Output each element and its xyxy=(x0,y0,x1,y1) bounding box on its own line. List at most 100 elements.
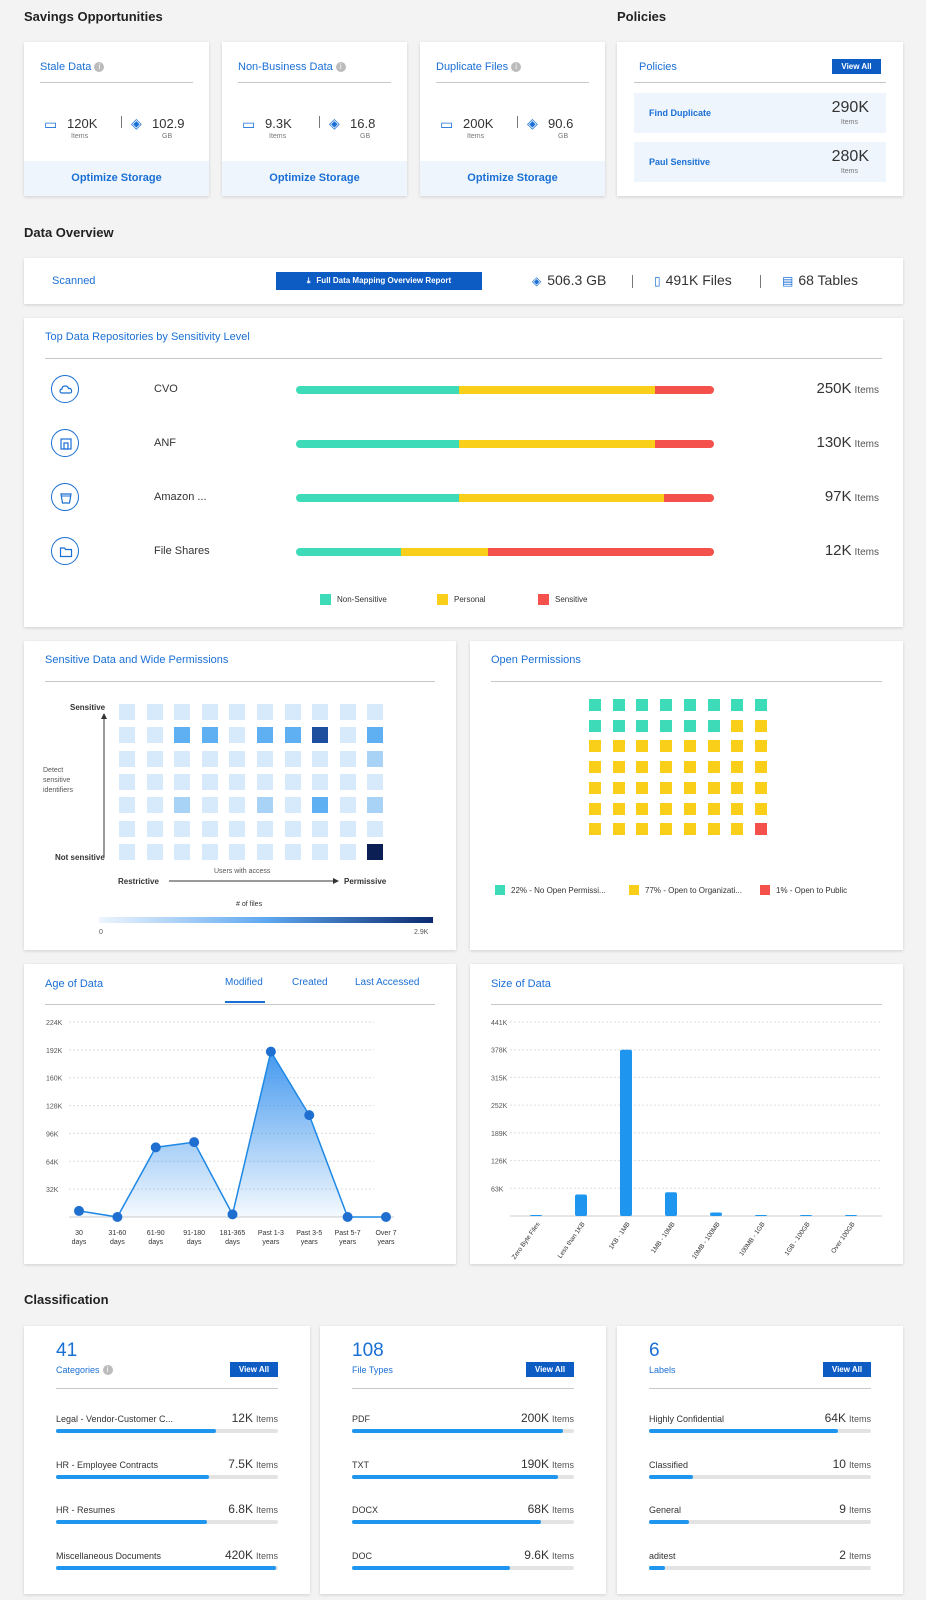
age-point[interactable] xyxy=(381,1212,391,1222)
policy-row[interactable]: Paul Sensitive 280K Items xyxy=(634,142,886,182)
heatmap-cell[interactable] xyxy=(284,704,301,720)
heatmap-cell[interactable] xyxy=(284,797,301,814)
heatmap-cell[interactable] xyxy=(257,820,273,837)
age-point[interactable] xyxy=(304,1110,315,1121)
classification-row[interactable]: Highly Confidential 64K Items xyxy=(649,1411,871,1444)
view-all-button[interactable]: View All xyxy=(230,1362,278,1377)
size-bar[interactable] xyxy=(665,1192,677,1216)
classification-row[interactable]: PDF 200K Items xyxy=(352,1411,574,1444)
heatmap-cell[interactable] xyxy=(119,797,135,814)
age-point[interactable] xyxy=(112,1212,123,1222)
classification-row[interactable]: DOCX 68K Items xyxy=(352,1502,574,1535)
heatmap-cell[interactable] xyxy=(146,750,163,767)
heatmap-cell[interactable] xyxy=(201,704,218,720)
heatmap-cell[interactable] xyxy=(174,797,191,814)
heatmap-cell[interactable] xyxy=(339,727,356,744)
heatmap-cell[interactable] xyxy=(367,727,384,744)
heatmap-cell[interactable] xyxy=(146,843,163,860)
heatmap-cell[interactable] xyxy=(229,750,246,767)
heatmap-cell[interactable] xyxy=(229,704,246,720)
info-icon[interactable]: i xyxy=(102,1365,113,1375)
savings-card-title[interactable]: Stale Data i xyxy=(40,61,105,73)
heatmap-cell[interactable] xyxy=(201,750,218,767)
heatmap-cell[interactable] xyxy=(284,727,301,744)
classification-row[interactable]: Miscellaneous Documents 420K Items xyxy=(56,1548,278,1581)
info-icon[interactable]: i xyxy=(94,62,105,72)
heatmap-cell[interactable] xyxy=(257,773,273,790)
repository-row[interactable]: File Shares 12K Items xyxy=(24,537,903,567)
heatmap-cell[interactable] xyxy=(201,820,218,837)
heatmap-cell[interactable] xyxy=(146,797,163,814)
view-all-button[interactable]: View All xyxy=(526,1362,574,1377)
heatmap-cell[interactable] xyxy=(312,727,329,744)
heatmap-cell[interactable] xyxy=(284,820,301,837)
classification-row[interactable]: General 9 Items xyxy=(649,1502,871,1535)
heatmap-cell[interactable] xyxy=(201,773,218,790)
heatmap-cell[interactable] xyxy=(257,843,273,860)
size-bar[interactable] xyxy=(710,1212,722,1216)
savings-card-title[interactable]: Non-Business Data i xyxy=(238,61,346,73)
heatmap-cell[interactable] xyxy=(339,797,356,814)
age-point[interactable] xyxy=(342,1212,353,1222)
heatmap-cell[interactable] xyxy=(339,843,356,860)
heatmap-cell[interactable] xyxy=(119,773,135,790)
info-icon[interactable]: i xyxy=(511,62,522,72)
heatmap-cell[interactable] xyxy=(367,773,384,790)
heatmap-cell[interactable] xyxy=(339,750,356,767)
info-icon[interactable]: i xyxy=(335,62,346,72)
size-bar[interactable] xyxy=(800,1215,812,1216)
heatmap-cell[interactable] xyxy=(174,704,191,720)
classification-row[interactable]: DOC 9.6K Items xyxy=(352,1548,574,1581)
policies-card-title[interactable]: Policies xyxy=(639,61,677,73)
heatmap-cell[interactable] xyxy=(367,704,384,720)
heatmap-cell[interactable] xyxy=(367,820,384,837)
tab-created[interactable]: Created xyxy=(292,977,328,988)
heatmap-cell[interactable] xyxy=(146,773,163,790)
heatmap-cell[interactable] xyxy=(174,773,191,790)
heatmap-cell[interactable] xyxy=(312,843,329,860)
heatmap-cell[interactable] xyxy=(119,820,135,837)
heatmap-cell[interactable] xyxy=(201,727,218,744)
classification-row[interactable]: TXT 190K Items xyxy=(352,1457,574,1490)
heatmap-cell[interactable] xyxy=(367,843,384,860)
heatmap-cell[interactable] xyxy=(229,773,246,790)
heatmap-cell[interactable] xyxy=(257,704,273,720)
full-report-button[interactable]: ⤓ Full Data Mapping Overview Report xyxy=(276,272,482,290)
heatmap-cell[interactable] xyxy=(312,773,329,790)
heatmap-cell[interactable] xyxy=(201,797,218,814)
classification-row[interactable]: HR - Resumes 6.8K Items xyxy=(56,1502,278,1535)
classification-row[interactable]: HR - Employee Contracts 7.5K Items xyxy=(56,1457,278,1490)
heatmap-cell[interactable] xyxy=(312,704,329,720)
age-point[interactable] xyxy=(74,1205,84,1216)
heatmap-cell[interactable] xyxy=(119,704,135,720)
repository-row[interactable]: CVO 250K Items xyxy=(24,375,903,405)
policies-view-all-button[interactable]: View All xyxy=(832,59,881,74)
heatmap-cell[interactable] xyxy=(367,750,384,767)
heatmap-cell[interactable] xyxy=(229,727,246,744)
tab-last-accessed[interactable]: Last Accessed xyxy=(355,977,420,988)
view-all-button[interactable]: View All xyxy=(823,1362,871,1377)
size-bar[interactable] xyxy=(620,1049,632,1216)
heatmap-cell[interactable] xyxy=(146,727,163,744)
repository-row[interactable]: Amazon ... 97K Items xyxy=(24,483,903,513)
heatmap-cell[interactable] xyxy=(201,843,218,860)
tab-modified[interactable]: Modified xyxy=(225,977,263,988)
heatmap-cell[interactable] xyxy=(257,727,273,744)
heatmap-cell[interactable] xyxy=(312,820,329,837)
policy-row[interactable]: Find Duplicate 290K Items xyxy=(634,93,886,133)
heatmap-cell[interactable] xyxy=(174,750,191,767)
heatmap-cell[interactable] xyxy=(174,843,191,860)
heatmap-cell[interactable] xyxy=(367,797,384,814)
heatmap-cell[interactable] xyxy=(174,820,191,837)
optimize-storage-button[interactable]: Optimize Storage xyxy=(420,161,605,196)
heatmap-cell[interactable] xyxy=(174,727,191,744)
size-bar[interactable] xyxy=(530,1215,542,1216)
classification-row[interactable]: aditest 2 Items xyxy=(649,1548,871,1581)
heatmap-cell[interactable] xyxy=(339,704,356,720)
heatmap-cell[interactable] xyxy=(229,797,246,814)
age-point[interactable] xyxy=(265,1046,276,1057)
repository-row[interactable]: ANF 130K Items xyxy=(24,429,903,459)
heatmap-cell[interactable] xyxy=(229,843,246,860)
heatmap-cell[interactable] xyxy=(339,820,356,837)
optimize-storage-button[interactable]: Optimize Storage xyxy=(24,161,209,196)
